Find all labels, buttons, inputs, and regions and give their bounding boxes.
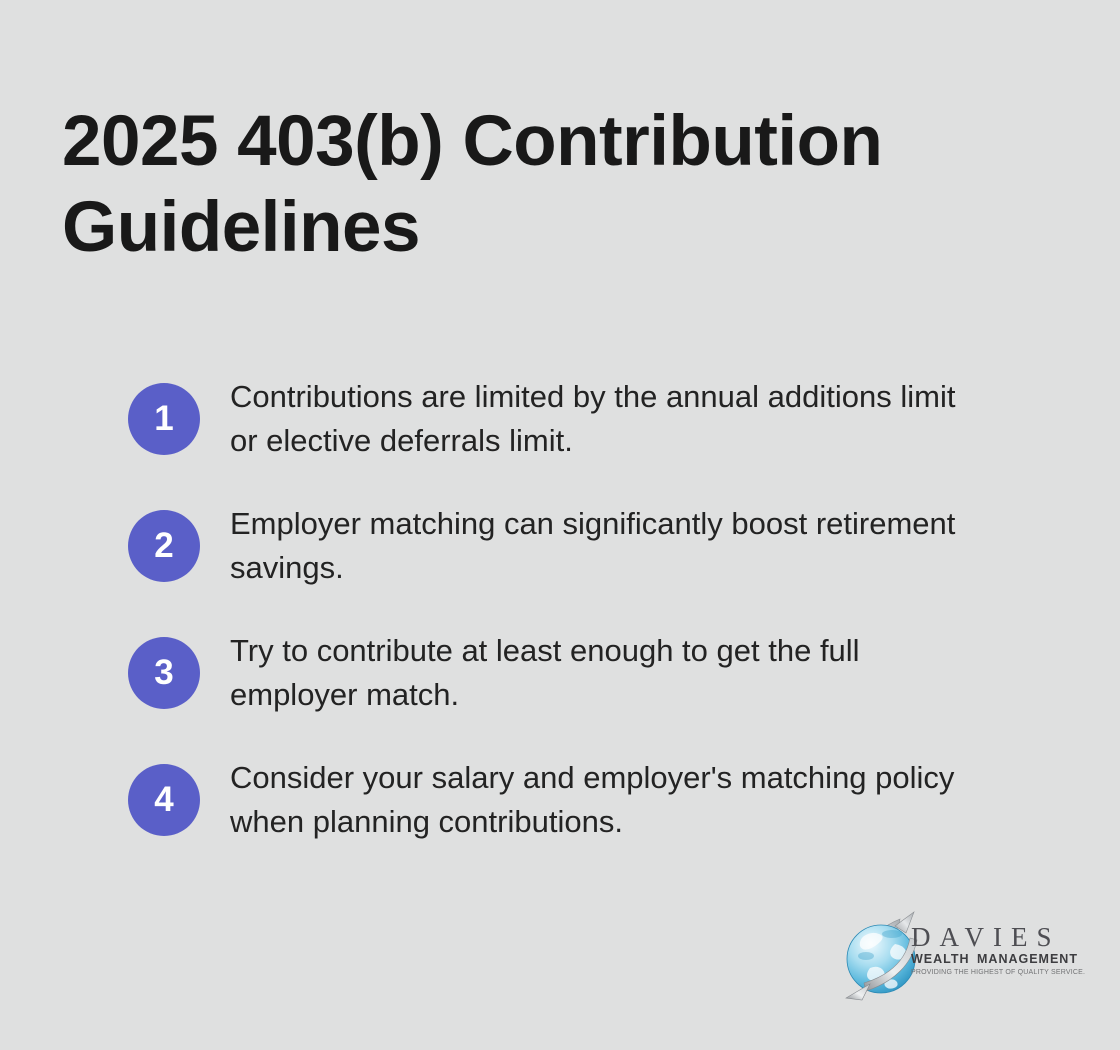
list-item: 3 Try to contribute at least enough to g… bbox=[128, 629, 1048, 717]
list-item: 1 Contributions are limited by the annua… bbox=[128, 375, 1048, 463]
list-item-text: Try to contribute at least enough to get… bbox=[230, 633, 860, 712]
number-badge-2: 2 bbox=[128, 510, 200, 582]
brand-subtitle: WEALTH MANAGEMENT bbox=[911, 952, 1078, 966]
guidelines-list: 1 Contributions are limited by the annua… bbox=[128, 375, 1048, 844]
list-item: 2 Employer matching can significantly bo… bbox=[128, 502, 1048, 590]
list-item-text: Consider your salary and employer's matc… bbox=[230, 760, 955, 839]
number-badge-4: 4 bbox=[128, 764, 200, 836]
davies-wealth-management-logo: DAVIES WEALTH MANAGEMENT PROVIDING THE H… bbox=[840, 906, 1085, 1006]
page-title: 2025 403(b) Contribution Guidelines bbox=[62, 102, 883, 267]
number-badge-1: 1 bbox=[128, 383, 200, 455]
list-item-text: Contributions are limited by the annual … bbox=[230, 379, 956, 458]
globe-swoosh-icon bbox=[840, 906, 922, 1004]
logo-text-block: DAVIES WEALTH MANAGEMENT PROVIDING THE H… bbox=[911, 922, 1086, 977]
brand-name: DAVIES bbox=[911, 922, 1061, 952]
number-badge-3: 3 bbox=[128, 637, 200, 709]
brand-tagline: PROVIDING THE HIGHEST OF QUALITY SERVICE… bbox=[911, 969, 1086, 976]
list-item: 4 Consider your salary and employer's ma… bbox=[128, 756, 1048, 844]
list-item-text: Employer matching can significantly boos… bbox=[230, 506, 956, 585]
